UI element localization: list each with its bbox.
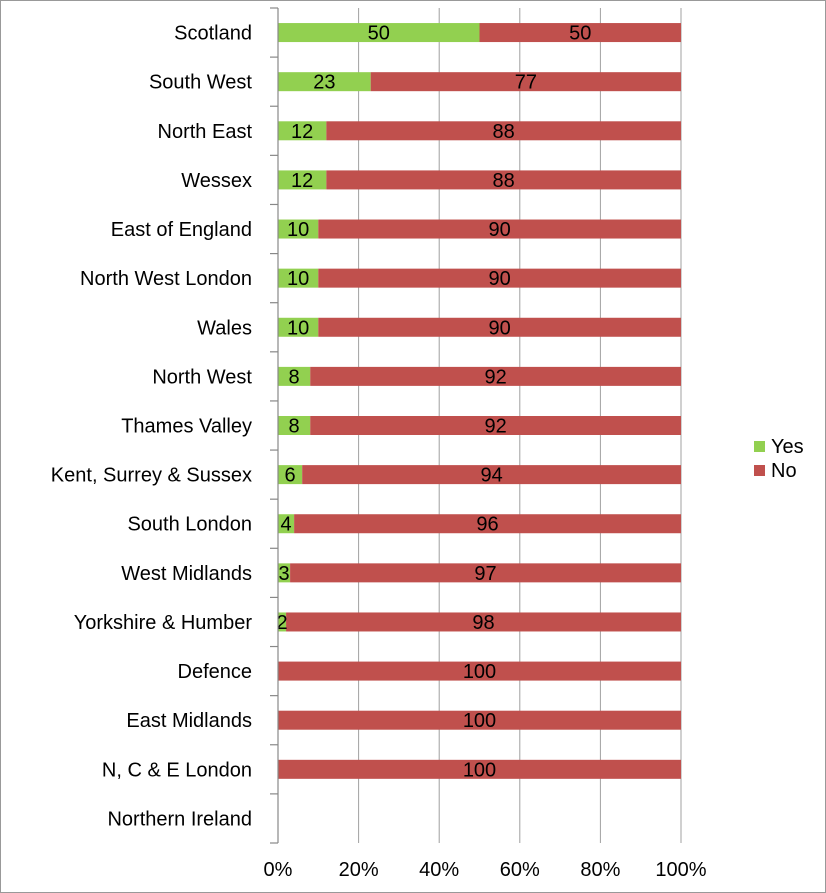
data-label-yes: 12 <box>291 170 313 192</box>
category-label: North East <box>158 121 253 143</box>
bar-no <box>302 465 681 485</box>
bar-no <box>278 759 681 779</box>
bar-yes <box>278 72 371 92</box>
data-label-yes: 10 <box>287 268 309 290</box>
legend-swatch-no <box>754 465 765 476</box>
data-label-no: 90 <box>489 317 511 339</box>
data-label-no: 90 <box>489 268 511 290</box>
category-label: Kent, Surrey & Sussex <box>51 465 252 487</box>
bar-no <box>310 366 681 386</box>
data-label-no: 92 <box>484 416 506 438</box>
bar-yes <box>278 366 311 386</box>
data-label-yes: 3 <box>278 563 289 585</box>
bar-no <box>326 121 681 141</box>
category-label: Thames Valley <box>121 416 252 438</box>
category-label: Northern Ireland <box>107 808 252 830</box>
category-label: Yorkshire & Humber <box>74 612 253 634</box>
data-label-no: 98 <box>472 612 494 634</box>
x-tick-label: 40% <box>419 859 459 881</box>
category-label: East of England <box>111 219 252 241</box>
data-label-no: 100 <box>463 710 496 732</box>
category-label: West Midlands <box>121 563 252 585</box>
data-label-no: 77 <box>515 72 537 94</box>
bar-yes <box>278 170 327 190</box>
bar-no <box>479 23 681 43</box>
bar-yes <box>278 219 319 239</box>
data-label-no: 94 <box>480 465 502 487</box>
bar-no <box>278 661 681 681</box>
data-label-no: 90 <box>489 219 511 241</box>
data-label-no: 96 <box>476 514 498 536</box>
category-label: Wales <box>197 317 252 339</box>
category-label: East Midlands <box>126 710 252 732</box>
legend-label-yes: Yes <box>771 436 804 458</box>
data-label-yes: 8 <box>289 366 300 388</box>
category-label: Scotland <box>174 23 252 45</box>
bar-yes <box>278 416 311 435</box>
data-label-yes: 4 <box>280 514 291 536</box>
bar-yes <box>278 563 291 583</box>
bar-no <box>278 710 681 730</box>
bar-yes <box>278 317 319 337</box>
data-label-no: 88 <box>493 121 515 143</box>
bar-no <box>318 317 681 337</box>
data-label-no: 92 <box>484 366 506 388</box>
x-tick-label: 100% <box>655 859 706 881</box>
bar-no <box>294 514 681 534</box>
x-tick-label: 80% <box>580 859 620 881</box>
bar-no <box>318 268 681 288</box>
category-label: Defence <box>178 661 253 683</box>
category-label: South West <box>149 72 252 94</box>
category-label: North West London <box>80 268 252 290</box>
data-label-yes: 6 <box>285 465 296 487</box>
axes: 0% 20% 40% 60% 80% 100% Scotland South West Nort… <box>51 7 707 881</box>
category-label: N, C & E London <box>102 759 252 781</box>
bar-yes <box>278 121 327 141</box>
bar-no <box>370 72 681 92</box>
x-tick-label: 60% <box>500 859 540 881</box>
data-label-yes: 23 <box>313 72 335 94</box>
bar-yes <box>278 268 319 288</box>
data-label-yes: 12 <box>291 121 313 143</box>
bar-no <box>310 416 681 435</box>
bar-yes <box>278 23 480 43</box>
bar-no <box>286 612 681 632</box>
bar-no <box>326 170 681 190</box>
data-label-yes: 10 <box>287 317 309 339</box>
data-label-no: 100 <box>463 661 496 683</box>
legend-label-no: No <box>771 460 797 482</box>
data-label-yes: 10 <box>287 219 309 241</box>
bar-yes <box>278 465 303 485</box>
category-label: North West <box>152 366 252 388</box>
x-tick-label: 0% <box>264 859 293 881</box>
bar-no <box>318 219 681 239</box>
data-label-no: 100 <box>463 759 496 781</box>
category-label: South London <box>127 514 252 536</box>
data-label-no: 88 <box>493 170 515 192</box>
bar-yes <box>278 612 287 632</box>
x-tick-label: 20% <box>339 859 379 881</box>
bars <box>278 23 681 779</box>
data-label-yes: 2 <box>276 612 287 634</box>
data-label-yes: 50 <box>368 23 390 45</box>
bar-yes <box>278 514 295 534</box>
category-label: Wessex <box>181 170 252 192</box>
bar-no <box>290 563 681 583</box>
legend-swatch-yes <box>754 441 765 452</box>
data-label-no: 97 <box>474 563 496 585</box>
data-label-yes: 8 <box>289 416 300 438</box>
data-label-no: 50 <box>569 23 591 45</box>
